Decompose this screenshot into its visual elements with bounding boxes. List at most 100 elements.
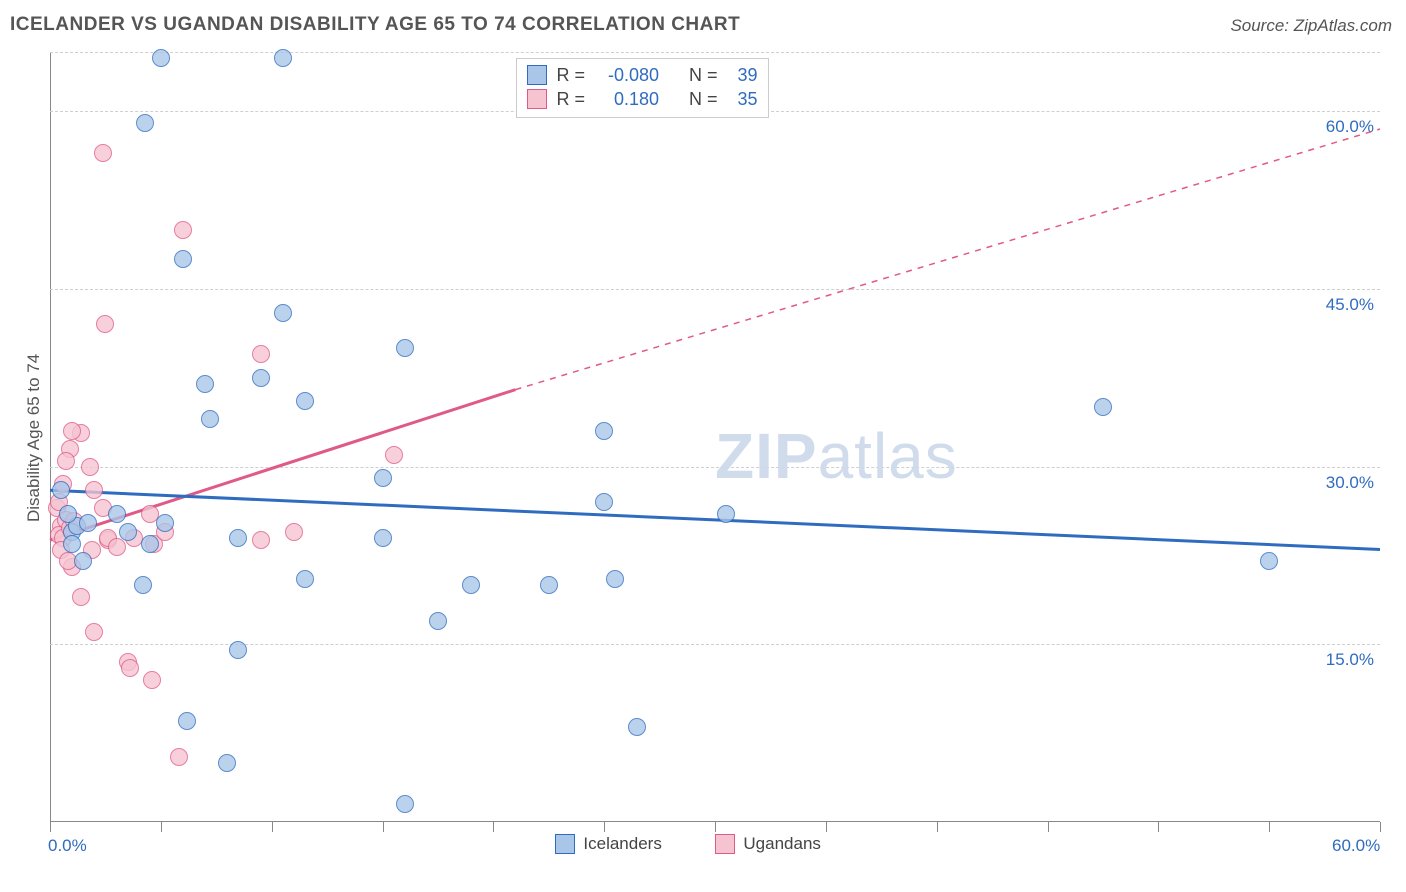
chart-container: ICELANDER VS UGANDAN DISABILITY AGE 65 T… <box>0 0 1406 892</box>
data-point <box>94 144 112 162</box>
data-point <box>717 505 735 523</box>
legend-swatch <box>715 834 735 854</box>
y-axis-label: Disability Age 65 to 74 <box>24 354 44 522</box>
data-point <box>178 712 196 730</box>
x-tick <box>1380 822 1381 832</box>
data-point <box>385 446 403 464</box>
data-point <box>462 576 480 594</box>
source-label: Source: ZipAtlas.com <box>1230 16 1392 36</box>
data-point <box>136 114 154 132</box>
x-tick <box>604 822 605 832</box>
data-point <box>57 452 75 470</box>
series-legend-item: Ugandans <box>715 834 821 854</box>
data-point <box>1094 398 1112 416</box>
data-point <box>152 49 170 67</box>
data-point <box>252 531 270 549</box>
legend-row: R = -0.080 N = 39 <box>527 63 758 87</box>
data-point <box>606 570 624 588</box>
x-tick <box>493 822 494 832</box>
data-point <box>285 523 303 541</box>
series-legend-label: Icelanders <box>583 834 661 854</box>
data-point <box>374 529 392 547</box>
data-point <box>72 588 90 606</box>
chart-title: ICELANDER VS UGANDAN DISABILITY AGE 65 T… <box>10 14 740 36</box>
data-point <box>196 375 214 393</box>
data-point <box>296 392 314 410</box>
y-tick-label: 15.0% <box>1326 650 1374 670</box>
data-point <box>174 250 192 268</box>
data-point <box>174 221 192 239</box>
data-point <box>85 481 103 499</box>
data-point <box>85 623 103 641</box>
legend-correlation: R = -0.080 N = 39 R = 0.180 N = 35 <box>516 58 769 118</box>
data-point <box>74 552 92 570</box>
data-point <box>170 748 188 766</box>
data-point <box>156 514 174 532</box>
legend-swatch <box>527 65 547 85</box>
data-point <box>229 641 247 659</box>
x-tick <box>1048 822 1049 832</box>
data-point <box>96 315 114 333</box>
data-point <box>121 659 139 677</box>
x-tick <box>272 822 273 832</box>
data-point <box>79 514 97 532</box>
series-legend-item: Icelanders <box>555 834 661 854</box>
data-point <box>63 422 81 440</box>
legend-row: R = 0.180 N = 35 <box>527 87 758 111</box>
y-tick-label: 60.0% <box>1326 117 1374 137</box>
x-tick <box>161 822 162 832</box>
data-point <box>201 410 219 428</box>
legend-N-label: N = <box>689 63 718 87</box>
legend-N-value: 39 <box>728 63 758 87</box>
legend-R-value: 0.180 <box>595 87 659 111</box>
data-point <box>218 754 236 772</box>
data-point <box>274 304 292 322</box>
x-tick-label: 0.0% <box>48 836 87 856</box>
legend-R-value: -0.080 <box>595 63 659 87</box>
data-point <box>396 339 414 357</box>
x-tick <box>1158 822 1159 832</box>
data-point <box>108 505 126 523</box>
data-point <box>63 535 81 553</box>
legend-N-label: N = <box>689 87 718 111</box>
legend-swatch <box>555 834 575 854</box>
data-point <box>229 529 247 547</box>
legend-swatch <box>527 89 547 109</box>
plot-area <box>50 52 1380 822</box>
series-legend-label: Ugandans <box>743 834 821 854</box>
x-tick <box>715 822 716 832</box>
gridline-h <box>50 52 1380 53</box>
legend-R-label: R = <box>557 87 586 111</box>
data-point <box>59 505 77 523</box>
data-point <box>396 795 414 813</box>
data-point <box>595 422 613 440</box>
data-point <box>108 538 126 556</box>
x-tick <box>383 822 384 832</box>
data-point <box>141 535 159 553</box>
data-point <box>540 576 558 594</box>
gridline-h <box>50 644 1380 645</box>
data-point <box>119 523 137 541</box>
gridline-h <box>50 289 1380 290</box>
gridline-h <box>50 467 1380 468</box>
data-point <box>252 345 270 363</box>
data-point <box>143 671 161 689</box>
y-tick-label: 45.0% <box>1326 295 1374 315</box>
data-point <box>81 458 99 476</box>
y-tick-label: 30.0% <box>1326 473 1374 493</box>
data-point <box>374 469 392 487</box>
data-point <box>628 718 646 736</box>
data-point <box>274 49 292 67</box>
x-tick <box>826 822 827 832</box>
legend-N-value: 35 <box>728 87 758 111</box>
x-tick <box>50 822 51 832</box>
x-tick <box>937 822 938 832</box>
data-point <box>296 570 314 588</box>
data-point <box>252 369 270 387</box>
x-tick <box>1269 822 1270 832</box>
data-point <box>429 612 447 630</box>
data-point <box>134 576 152 594</box>
data-point <box>52 481 70 499</box>
data-point <box>1260 552 1278 570</box>
legend-R-label: R = <box>557 63 586 87</box>
